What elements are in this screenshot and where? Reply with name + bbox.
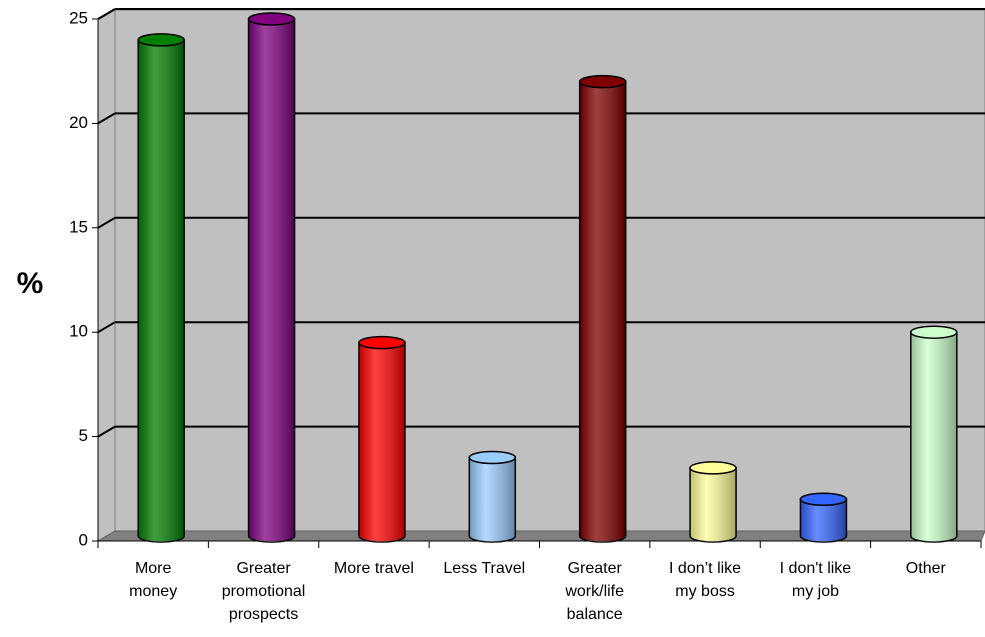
floor	[96, 530, 985, 542]
x-tick-label: I don’t like my boss	[669, 560, 742, 600]
x-tick-label: Other	[905, 560, 946, 577]
bar-part	[358, 342, 405, 542]
bar-part	[138, 39, 185, 542]
x-tick-label: Greater work/life balance	[565, 560, 625, 623]
y-tick-label: 10	[69, 322, 88, 341]
x-tick-label: Less Travel	[443, 560, 526, 577]
bar	[799, 492, 848, 543]
bar	[358, 335, 406, 543]
bar-part	[469, 457, 516, 542]
back-wall	[114, 9, 985, 532]
bar-part	[910, 325, 958, 339]
grid-line	[97, 425, 116, 438]
bar-part	[137, 33, 185, 47]
grid-line	[97, 321, 116, 334]
y-tick-label: 0	[79, 530, 88, 549]
bar-part	[468, 450, 517, 465]
bar	[247, 12, 296, 543]
bar-part	[579, 81, 626, 542]
bar	[578, 74, 627, 543]
y-axis-label: %	[17, 267, 44, 300]
bar	[910, 325, 958, 543]
y-tick-label: 20	[69, 113, 88, 132]
bar	[468, 450, 517, 543]
bar-part	[689, 461, 737, 475]
y-tick-label: 5	[79, 426, 88, 445]
bar-part	[358, 335, 406, 350]
x-tick-label: More money	[129, 560, 178, 600]
bar	[689, 461, 737, 543]
bar-part	[690, 467, 737, 542]
grid-line	[97, 8, 116, 20]
bar-part	[578, 74, 627, 89]
x-tick-label: Greater promotional prospects	[221, 560, 306, 623]
y-tick-label: 25	[69, 8, 88, 27]
bar	[137, 33, 185, 543]
x-tick-label: I don't like my job	[779, 560, 852, 600]
x-tick-label: More travel	[333, 560, 414, 577]
grid-line	[97, 112, 116, 125]
bar-part	[799, 492, 848, 506]
bar-part	[247, 12, 296, 26]
side-wall	[97, 9, 116, 542]
bar-part	[248, 19, 295, 542]
bar-part	[800, 499, 847, 542]
bar-part	[910, 332, 957, 542]
y-tick-label: 15	[69, 217, 88, 236]
grid-line	[97, 216, 116, 229]
